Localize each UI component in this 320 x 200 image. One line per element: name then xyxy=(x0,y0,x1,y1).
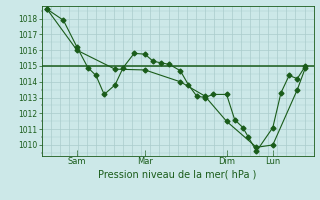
X-axis label: Pression niveau de la mer( hPa ): Pression niveau de la mer( hPa ) xyxy=(99,169,257,179)
